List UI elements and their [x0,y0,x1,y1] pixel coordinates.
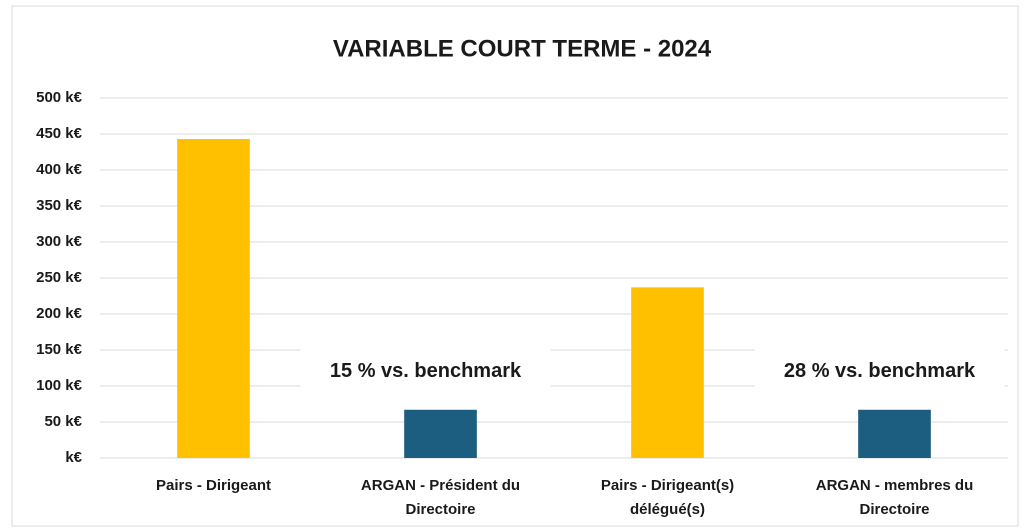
y-tick-label: 50 k€ [44,413,82,430]
y-tick-label: 500 k€ [36,89,83,106]
annotation-box [754,347,1005,396]
y-tick-label: k€ [65,449,82,466]
annotation: 15 % vs. benchmark [330,360,522,382]
y-tick-label: 300 k€ [36,233,83,250]
bar [404,409,477,458]
y-tick-label: 100 k€ [36,377,83,394]
annotation: 28 % vs. benchmark [784,360,976,382]
y-tick-label: 350 k€ [36,197,83,214]
bar [631,287,704,458]
y-tick-label: 400 k€ [36,161,83,178]
y-tick-label: 150 k€ [36,341,83,358]
x-tick-label: ARGAN - membres du Directoire [815,477,974,518]
y-tick-label: 250 k€ [36,269,83,286]
y-tick-label: 200 k€ [36,305,83,322]
chart-title: VARIABLE COURT TERME - 2024 [333,35,712,62]
bar [177,139,250,459]
annotation-box [300,347,551,396]
bar [858,409,931,458]
x-tick-label: Pairs - Dirigeant(s) délégué(s) [600,477,735,518]
y-tick-label: 450 k€ [36,125,83,142]
x-tick-label: Pairs - Dirigeant [155,477,272,494]
x-tick-label: ARGAN - Président du Directoire [360,477,521,518]
